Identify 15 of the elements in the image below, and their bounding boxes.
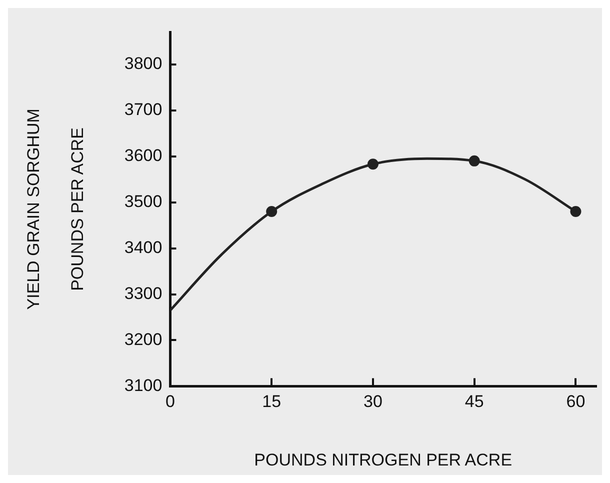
x-tick-label: 15: [262, 392, 282, 412]
y-tick-label: 3800: [124, 54, 162, 74]
text: YIELD GRAIN SORGHUM POUNDS PER ACRE: [24, 108, 87, 310]
y-tick-label: 3100: [124, 376, 162, 395]
x-tick-label: 0: [165, 392, 175, 412]
x-axis-title: POUNDS NITROGEN PER ACRE: [254, 450, 512, 470]
x-tick-label: 60: [566, 392, 586, 412]
y-tick-label: 3700: [124, 100, 162, 120]
y-tick-label: 3400: [124, 238, 162, 257]
y-tick-label: 3200: [124, 330, 162, 349]
x-tick-label: 30: [364, 392, 382, 412]
y-tick-label: 3500: [124, 192, 162, 211]
y-tick-label: 3300: [124, 284, 162, 303]
y-tick-label: 3600: [124, 146, 162, 166]
x-tick-label: 45: [464, 392, 484, 412]
